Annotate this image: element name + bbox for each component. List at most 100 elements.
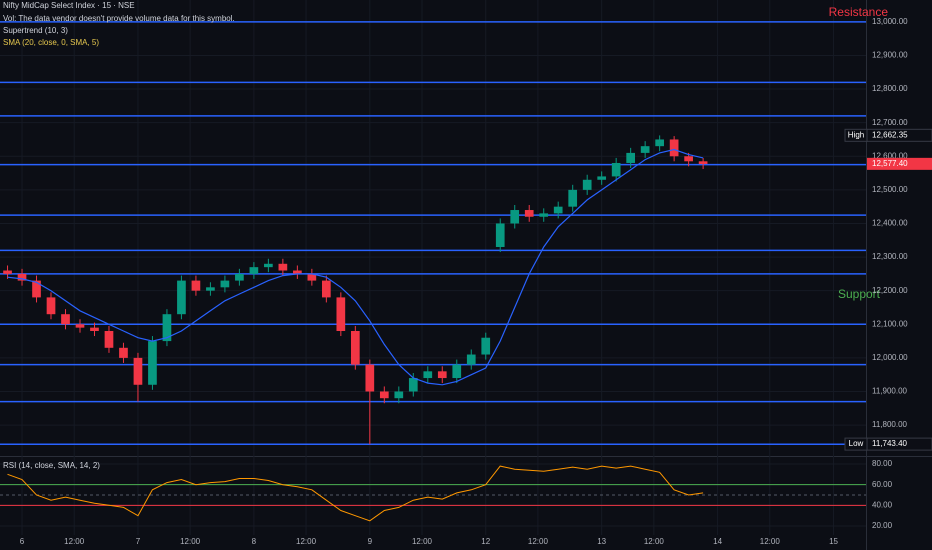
candle-body xyxy=(32,280,41,298)
y-tick-label: 12,400.00 xyxy=(872,219,908,228)
candle-body xyxy=(524,210,534,217)
candle-body xyxy=(597,176,607,180)
price-tag-name-box xyxy=(844,128,868,142)
indicator-label: SMA (20, close, 0, SMA, 5) xyxy=(3,38,99,47)
x-tick-label: 13 xyxy=(597,537,606,546)
y-tick-label: 12,600.00 xyxy=(872,151,908,160)
candle-body xyxy=(408,378,418,392)
subtitle: Vol: The data vendor doesn't provide vol… xyxy=(3,14,235,23)
candle-body xyxy=(684,156,693,162)
candle-body xyxy=(611,162,621,177)
candle-body xyxy=(640,146,650,153)
candle-body xyxy=(466,354,476,365)
y-tick-label: 12,800.00 xyxy=(872,84,908,93)
y-tick-label: 20.00 xyxy=(872,521,893,530)
y-tick-label: 60.00 xyxy=(872,480,893,489)
candle-body xyxy=(336,297,346,332)
y-tick-label: 13,000.00 xyxy=(872,17,908,26)
price-tag-name-box xyxy=(844,437,868,451)
x-tick-label: 8 xyxy=(252,537,257,546)
candle-body xyxy=(293,270,302,274)
y-tick-label: 12,300.00 xyxy=(872,252,908,261)
rsi-line xyxy=(7,465,704,522)
x-tick-label: 12:00 xyxy=(180,537,201,546)
candle-body xyxy=(698,161,708,164)
candle-body xyxy=(249,267,259,274)
candle-body xyxy=(626,152,636,163)
candle-body xyxy=(307,273,317,281)
price-tag-name: High xyxy=(848,130,864,139)
y-tick-label: 12,200.00 xyxy=(872,286,908,295)
candle-body xyxy=(235,273,244,281)
price-tag-label: 12,577.40 xyxy=(872,159,908,168)
candle-body xyxy=(437,371,447,379)
x-tick-label: 7 xyxy=(136,537,141,546)
candle-body xyxy=(119,347,128,358)
x-tick-label: 12:00 xyxy=(412,537,433,546)
chart-title: Nifty MidCap Select Index · 15 · NSE xyxy=(3,1,135,10)
candle-body xyxy=(3,270,12,274)
candle-body xyxy=(481,337,491,355)
price-tag xyxy=(867,157,932,170)
candle-body xyxy=(133,357,143,385)
candle-body xyxy=(104,331,114,348)
candle-body xyxy=(177,280,186,315)
candle-body xyxy=(495,223,505,247)
candle-body xyxy=(220,280,230,288)
candle-body xyxy=(278,263,288,271)
x-tick-label: 6 xyxy=(20,537,25,546)
candle-body xyxy=(75,324,85,328)
y-tick-label: 12,000.00 xyxy=(872,353,908,362)
x-tick-label: 14 xyxy=(713,537,722,546)
candle-body xyxy=(90,327,99,332)
indicator-label: Supertrend (10, 3) xyxy=(3,26,68,35)
plot xyxy=(0,0,866,535)
x-tick-label: 12 xyxy=(481,537,490,546)
candle-body xyxy=(394,391,404,399)
candle-body xyxy=(655,139,664,147)
candle-body xyxy=(61,314,70,325)
candle-body xyxy=(568,189,578,207)
price-tag-label: 11,743.40 xyxy=(872,439,908,448)
sma-line xyxy=(7,148,704,386)
y-tick-label: 12,900.00 xyxy=(872,51,908,60)
y-tick-label: 80.00 xyxy=(872,459,893,468)
x-tick-label: 12:00 xyxy=(296,537,317,546)
candle-body xyxy=(365,364,375,392)
candle-body xyxy=(162,314,172,342)
candle-body xyxy=(206,287,215,291)
y-tick-label: 12,500.00 xyxy=(872,185,908,194)
y-tick-label: 40.00 xyxy=(872,500,893,509)
x-tick-label: 12:00 xyxy=(644,537,665,546)
annotation: Resistance xyxy=(829,5,889,19)
candle-body xyxy=(510,210,520,224)
price-tag-label: 12,662.35 xyxy=(872,130,908,139)
candle-body xyxy=(264,263,273,268)
x-tick-label: 9 xyxy=(368,537,373,546)
rsi-title: RSI (14, close, SMA, 14, 2) xyxy=(3,461,100,470)
candle-body xyxy=(379,391,389,399)
candle-body xyxy=(191,280,201,291)
y-tick-label: 12,100.00 xyxy=(872,319,908,328)
candle-body xyxy=(423,371,433,379)
x-tick-label: 12:00 xyxy=(528,537,549,546)
x-tick-label: 12:00 xyxy=(760,537,781,546)
x-tick-label: 12:00 xyxy=(64,537,85,546)
candle-body xyxy=(582,179,592,190)
candle-body xyxy=(539,213,549,217)
annotation: Support xyxy=(838,287,881,301)
y-tick-label: 12,700.00 xyxy=(872,118,908,127)
y-tick-label: 11,900.00 xyxy=(872,387,908,396)
candle-body xyxy=(350,331,360,365)
y-tick-label: 11,800.00 xyxy=(872,420,908,429)
candle-body xyxy=(17,273,27,281)
price-tag-name: Low xyxy=(849,439,864,448)
candle-body xyxy=(553,206,563,214)
candle-body xyxy=(669,139,679,157)
candle-body xyxy=(321,280,331,298)
candle-body xyxy=(148,341,157,385)
candle-body xyxy=(452,364,462,379)
candle-body xyxy=(46,297,56,315)
